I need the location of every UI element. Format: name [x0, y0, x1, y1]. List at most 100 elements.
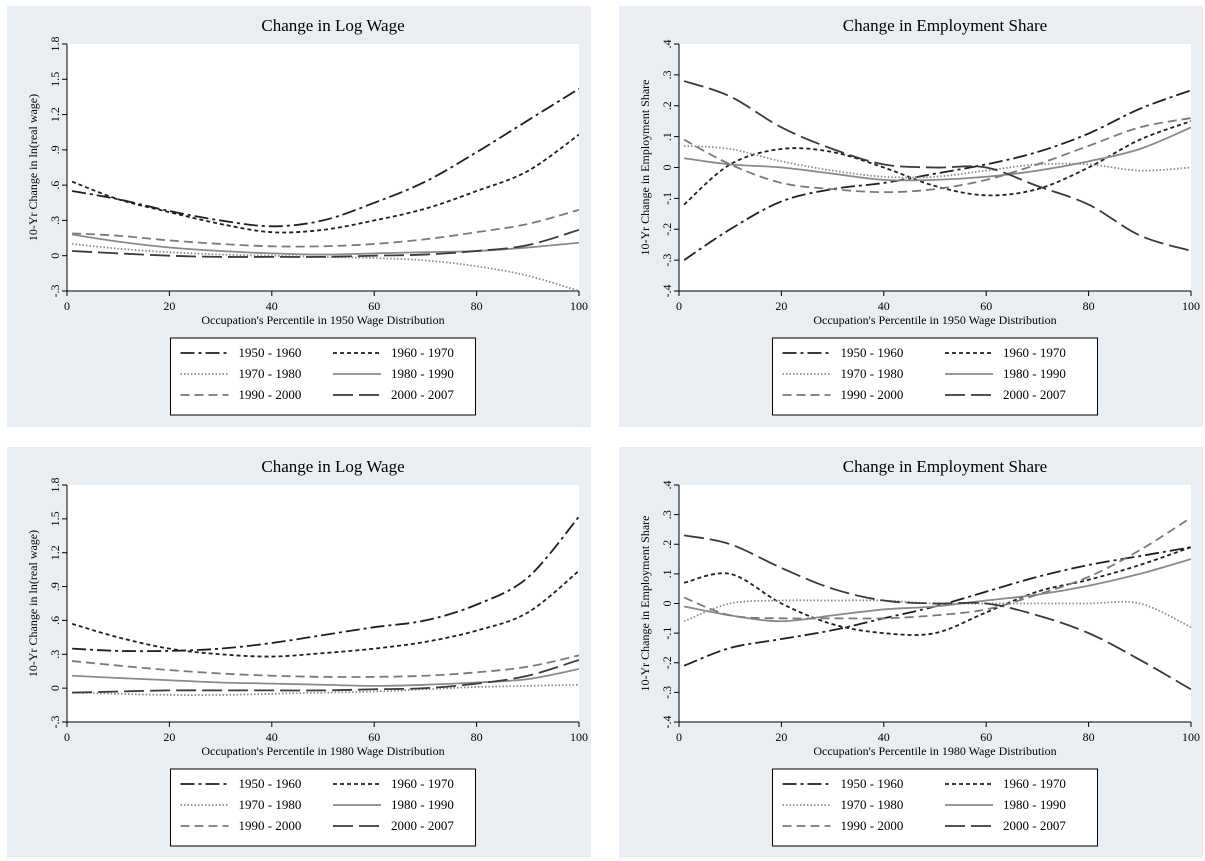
series-line-1960-1970 [683, 546, 1191, 636]
panel-wage-1950: Change in Log Wage -.3 0.3.6.9 1.2 1.5 1.8 10-… [7, 6, 591, 427]
series-group [71, 87, 579, 291]
panel-employment-1950: Change in Employment Share -.4 -.3 -.2 -.1 0.… [619, 6, 1203, 427]
y-tick-label: -.2 [660, 223, 674, 236]
series-line-1950-1960 [72, 516, 579, 653]
y-tick-label: -.1 [660, 627, 674, 640]
legend-label-1990-2000: 1990 - 2000 [841, 818, 904, 833]
y-axis-label: 10-Yr Change in ln(real wage) [26, 530, 40, 677]
y-axis-label: 10-Yr Change in Employment Share [638, 516, 652, 692]
y-tick-label: .3 [660, 510, 674, 519]
legend-label-1960-1970: 1960 - 1970 [391, 776, 454, 791]
legend-label-1980-1990: 1980 - 1990 [391, 366, 454, 381]
panel-employment-1980: Change in Employment Share -.4 -.3 -.2 -.1 0.… [619, 447, 1203, 858]
x-tick-label: 100 [570, 299, 588, 313]
y-tick-label: 1.2 [48, 107, 62, 122]
y-tick-label: 0 [660, 165, 674, 171]
legend: 1950 - 1960 1960 - 1970 1970 - 1980 1980 - … [772, 768, 1098, 847]
x-axis-label: Occupation's Percentile in 1980 Wage Dis… [201, 744, 444, 758]
y-tick-label: -.4 [660, 285, 674, 298]
x-tick-label: 0 [676, 299, 682, 313]
legend-box [170, 337, 476, 416]
y-tick-label: .6 [48, 181, 62, 190]
y-tick-label: -.2 [660, 656, 674, 669]
y-tick-label: 1.5 [48, 511, 62, 526]
legend-label-1970-1980: 1970 - 1980 [841, 797, 904, 812]
legend: 1950 - 1960 1960 - 1970 1970 - 1980 1980 - … [170, 768, 476, 847]
x-tick-label: 80 [1083, 299, 1095, 313]
legend-label-1970-1980: 1970 - 1980 [841, 366, 904, 381]
y-tick-label: -.4 [660, 716, 674, 729]
x-tick-label: 20 [775, 730, 787, 744]
x-axis-label: Occupation's Percentile in 1980 Wage Dis… [813, 744, 1056, 758]
plot-area [67, 485, 579, 722]
y-tick-label: .3 [48, 650, 62, 659]
legend-label-1950-1960: 1950 - 1960 [239, 345, 302, 360]
y-tick-label: 1.2 [48, 545, 62, 560]
legend-label-1950-1960: 1950 - 1960 [239, 776, 302, 791]
legend-label-2000-2007: 2000 - 2007 [391, 387, 454, 402]
y-tick-label: 1.8 [48, 478, 62, 493]
y-tick-label: 0 [48, 253, 62, 259]
series-line-1980-1990 [683, 558, 1191, 623]
x-tick-label: 100 [1182, 299, 1200, 313]
y-tick-label: .9 [48, 145, 62, 154]
series-group [683, 516, 1191, 691]
legend-label-2000-2007: 2000 - 2007 [1003, 818, 1066, 833]
x-axis-label: Occupation's Percentile in 1950 Wage Dis… [813, 313, 1056, 327]
legend-label-1960-1970: 1960 - 1970 [1003, 776, 1066, 791]
legend-label-1980-1990: 1980 - 1990 [1003, 797, 1066, 812]
y-tick-label: .6 [48, 616, 62, 625]
x-axis-label: Occupation's Percentile in 1950 Wage Dis… [201, 313, 444, 327]
legend-label-2000-2007: 2000 - 2007 [391, 818, 454, 833]
legend-label-2000-2007: 2000 - 2007 [1003, 387, 1066, 402]
series-line-1950-1960 [683, 89, 1191, 261]
x-tick-label: 80 [1083, 730, 1095, 744]
y-tick-label: -.3 [48, 285, 62, 298]
y-tick-label: .2 [660, 101, 674, 110]
legend-label-1980-1990: 1980 - 1990 [391, 797, 454, 812]
x-tick-label: 40 [266, 299, 278, 313]
x-tick-label: 80 [471, 299, 483, 313]
y-tick-label: 0 [660, 601, 674, 607]
series-line-1990-2000 [72, 654, 579, 678]
y-tick-label: .1 [660, 569, 674, 578]
legend: 1950 - 1960 1960 - 1970 1970 - 1980 1980 - … [772, 337, 1098, 416]
series-line-1960-1970 [71, 570, 579, 658]
legend-label-1970-1980: 1970 - 1980 [239, 797, 302, 812]
x-tick-label: 20 [163, 730, 175, 744]
x-tick-label: 0 [676, 730, 682, 744]
x-tick-label: 100 [570, 730, 588, 744]
legend-label-1970-1980: 1970 - 1980 [239, 366, 302, 381]
legend-label-1980-1990: 1980 - 1990 [1003, 366, 1066, 381]
y-tick-label: .3 [48, 216, 62, 225]
y-tick-label: -.1 [660, 192, 674, 205]
x-tick-label: 60 [368, 730, 380, 744]
x-tick-label: 0 [64, 299, 70, 313]
y-tick-label: 0 [48, 685, 62, 691]
legend-box [170, 768, 476, 847]
series-line-1980-1990 [684, 126, 1191, 182]
legend-label-1950-1960: 1950 - 1960 [841, 345, 904, 360]
x-tick-label: 60 [980, 730, 992, 744]
y-axis-label: 10-Yr Change in ln(real wage) [26, 94, 40, 241]
x-tick-label: 0 [64, 730, 70, 744]
series-line-1960-1970 [683, 120, 1191, 206]
y-tick-label: -.3 [660, 686, 674, 699]
series-line-1990-2000 [72, 208, 579, 248]
panel-wage-1980: Change in Log Wage -.3 0.3.6.9 1.2 1.5 1.8 10-… [7, 447, 591, 858]
y-tick-label: 1.5 [48, 72, 62, 87]
legend-label-1990-2000: 1990 - 2000 [841, 387, 904, 402]
y-tick-label: 1.8 [48, 37, 62, 52]
series-group [683, 80, 1191, 261]
y-tick-label: -.3 [660, 254, 674, 267]
y-tick-label: .4 [660, 481, 674, 490]
chart-svg: Change in Employment Share -.4 -.3 -.2 -.1 0.… [619, 6, 1203, 427]
y-tick-label: .2 [660, 540, 674, 549]
x-tick-label: 40 [878, 299, 890, 313]
y-tick-label: .9 [48, 582, 62, 591]
y-axis-label: 10-Yr Change in Employment Share [638, 80, 652, 256]
legend-label-1960-1970: 1960 - 1970 [391, 345, 454, 360]
chart-title: Change in Log Wage [261, 457, 404, 476]
series-line-1960-1970 [71, 133, 579, 234]
series-line-2000-2007 [683, 534, 1191, 691]
